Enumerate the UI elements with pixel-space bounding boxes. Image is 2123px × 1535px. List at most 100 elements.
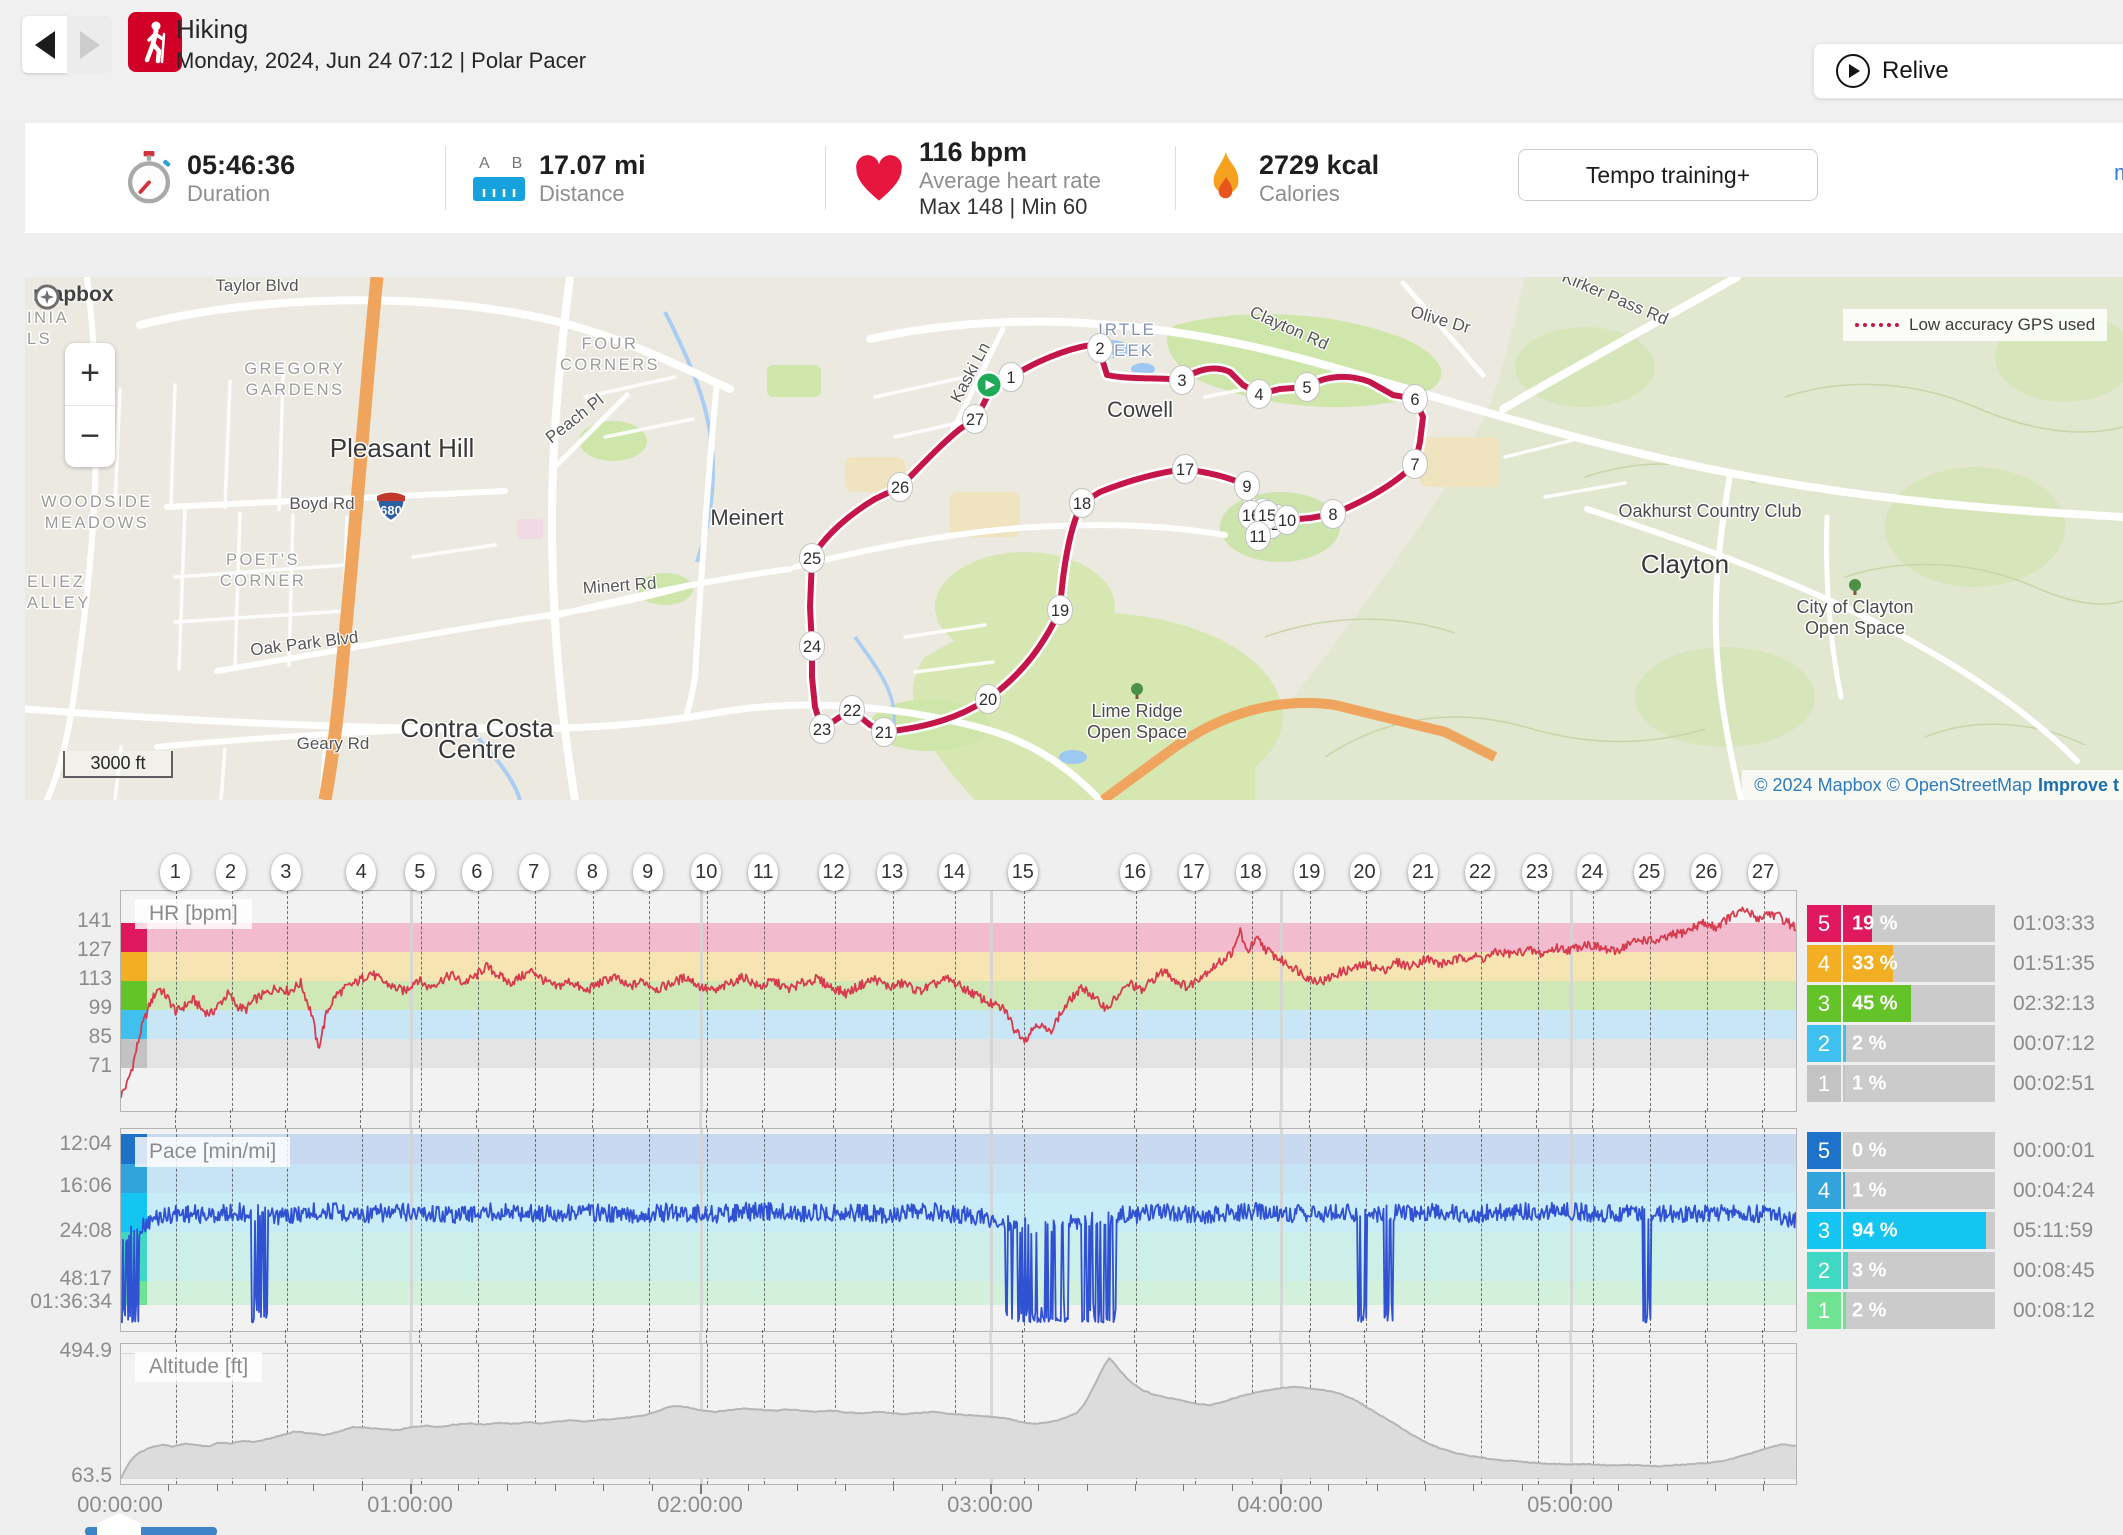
zone-time: 05:11:59 [2013,1218,2094,1242]
lap-gridline [1194,891,1196,1111]
zone-number: 3 [1807,1212,1841,1249]
svg-text:19: 19 [1051,602,1069,620]
lap-gridline [1650,891,1652,1111]
improve-map-link[interactable]: Improve t [2037,774,2119,795]
attribution-text[interactable]: © 2024 Mapbox © OpenStreetMap [1754,774,2032,795]
lap-gridline-gap [762,1330,764,1343]
lap-gridline [593,891,595,1111]
map-canvas: 680 Taylor Blvd INIA LS FOUR CORNERS GREGORY G… [25,277,2123,800]
map-label: FOUR CORNERS [560,335,660,374]
altitude-chart-panel[interactable]: Altitude [ft] [120,1343,1797,1485]
time-axis-tick [168,1484,170,1491]
lap-gridline [1538,1129,1540,1331]
point-b-label: B [511,155,523,173]
next-activity-button[interactable] [67,16,112,73]
lap-gridline-gap [1308,1330,1310,1343]
relive-button[interactable]: Relive [1813,43,2123,99]
map-scale: 3000 ft [63,751,173,778]
timeline-scrollbar[interactable] [85,1527,217,1535]
time-axis-tick [1038,1484,1040,1491]
map-label: Pleasant Hill [330,433,475,463]
time-axis-label: 00:00:00 [77,1492,163,1517]
lap-gridline-gap [1648,1110,1650,1128]
gps-legend-label: Low accuracy GPS used [1909,315,2096,334]
time-axis-label: 05:00:00 [1527,1492,1613,1517]
map-label: Contra Costa Centre [400,713,554,764]
svg-text:8: 8 [1328,506,1337,524]
zoom-in-button[interactable]: + [65,343,115,406]
lap-marker: 19 [1294,854,1325,891]
lap-gridline [1194,1129,1196,1331]
zone-time: 00:02:51 [2013,1071,2095,1095]
lap-gridline-gap [1762,1330,1764,1343]
lap-gridline-gap [1536,1330,1538,1343]
lap-marker: 25 [1634,854,1665,891]
hr-axis-label: 71 [88,1054,112,1077]
zone-time: 00:00:01 [2013,1138,2095,1162]
chart-title: Pace [min/mi] [135,1137,291,1167]
map-label: Cowell [1107,397,1173,422]
lap-gridline-gap [1591,1110,1593,1128]
time-axis-label: 04:00:00 [1237,1492,1323,1517]
zone-bar-fill [1843,1212,1986,1249]
map-label: IRTLE REEK [1098,320,1156,360]
hour-gridline [1279,1129,1283,1331]
lap-gridline [955,891,957,1111]
map-label: WOODSIDE MEADOWS [41,493,153,532]
timeline-scrubber-handle[interactable] [97,1513,141,1535]
pace-zone-row: 4 1 % 00:04:24 [1807,1172,2095,1209]
lap-gridline [534,891,536,1111]
route-waypoint-marker: 18 [1069,488,1095,518]
route-waypoint-marker: 20 [975,684,1001,714]
lap-gridline-gap [1705,1330,1707,1343]
map-attribution: © 2024 Mapbox © OpenStreetMap Improve t [1742,770,2123,800]
route-waypoint-marker: 10 [1274,505,1300,535]
lap-gridline-gap [174,1330,176,1343]
summary-stats-bar: 05:46:36 Duration A B 17.0 [25,123,2123,233]
hour-gridline [699,1129,703,1331]
lap-gridline-gap [1648,1330,1650,1343]
hr-zone-row: 3 45 % 02:32:13 [1807,985,2095,1022]
svg-text:6: 6 [1410,391,1419,409]
lap-gridline-gap [532,1110,534,1128]
map-label: INIA LS [27,309,69,348]
hr-zone-row: 5 19 % 01:03:33 [1807,905,2095,942]
altitude-axis-label: 63.5 [71,1464,112,1487]
lap-marker: 26 [1691,854,1722,891]
zone-number: 3 [1807,985,1841,1022]
stat-heart-rate: 116 bpm Average heart rate Max 148 | Min… [853,123,1101,233]
zone-bar: 1 % [1843,1065,1995,1102]
hour-gridline [989,1129,993,1331]
lap-gridline-gap [1536,1110,1538,1128]
heart-rate-max-min: Max 148 | Min 60 [919,193,1088,219]
lap-marker: 17 [1178,854,1209,891]
lap-marker: 22 [1465,854,1496,891]
lap-marker: 13 [877,854,908,891]
route-waypoint-marker: 27 [962,404,988,434]
zone-bar: 2 % [1843,1292,1995,1329]
map-label: Oakhurst Country Club [1618,501,1801,521]
zone-percent: 94 % [1852,1219,1898,1241]
svg-text:9: 9 [1242,478,1251,496]
hour-gridline-gap [988,1110,992,1128]
more-link[interactable]: mo [2114,160,2123,186]
route-map[interactable]: 680 Taylor Blvd INIA LS FOUR CORNERS GREGORY G… [25,277,2123,800]
map-label: POET'S CORNER [220,551,307,590]
zone-band [121,1039,1796,1068]
lap-gridline [1251,1129,1253,1331]
sport-profile-button[interactable]: Tempo training+ [1518,149,1818,201]
hour-gridline-gap [698,1110,702,1128]
zoom-out-button[interactable]: − [80,416,100,455]
previous-activity-button[interactable] [22,16,67,73]
duration-value: 05:46:36 [187,149,296,180]
zone-percent: 1 % [1852,1072,1887,1094]
mapbox-logo[interactable]: mapbox [33,283,114,310]
svg-text:23: 23 [813,721,831,739]
lap-gridline [1707,891,1709,1111]
route-waypoint-marker: 23 [809,714,835,744]
hr-chart-panel[interactable]: HR [bpm] [120,890,1797,1112]
lap-gridline-gap [953,1330,955,1343]
lap-gridline [1538,1344,1540,1484]
pace-chart-panel[interactable]: Pace [min/mi] [120,1128,1797,1332]
map-label: ELIEZ ALLEY [27,573,91,612]
